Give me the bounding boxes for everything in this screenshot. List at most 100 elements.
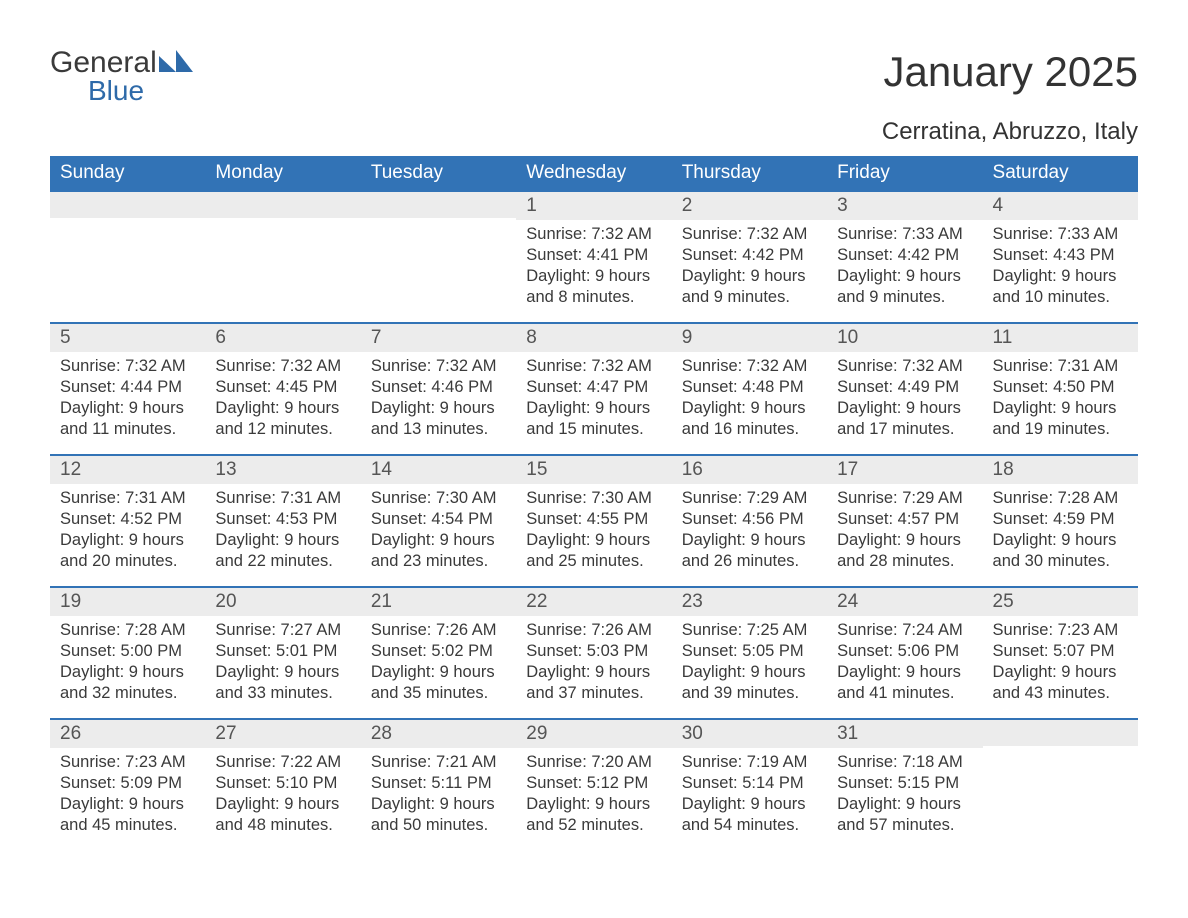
sunrise-text: Sunrise: 7:32 AM	[215, 356, 350, 377]
day-number: 12	[50, 454, 205, 484]
daylight-text: Daylight: 9 hours and 26 minutes.	[682, 530, 817, 572]
daylight-text: Daylight: 9 hours and 33 minutes.	[215, 662, 350, 704]
weekday-header: Saturday	[983, 156, 1138, 190]
sunset-text: Sunset: 4:44 PM	[60, 377, 195, 398]
calendar-day-cell: 15Sunrise: 7:30 AMSunset: 4:55 PMDayligh…	[516, 454, 671, 586]
daylight-text: Daylight: 9 hours and 23 minutes.	[371, 530, 506, 572]
daylight-text: Daylight: 9 hours and 16 minutes.	[682, 398, 817, 440]
sunset-text: Sunset: 5:15 PM	[837, 773, 972, 794]
day-details: Sunrise: 7:32 AMSunset: 4:44 PMDaylight:…	[50, 352, 205, 448]
sunrise-text: Sunrise: 7:19 AM	[682, 752, 817, 773]
sunrise-text: Sunrise: 7:32 AM	[682, 224, 817, 245]
sunrise-text: Sunrise: 7:25 AM	[682, 620, 817, 641]
day-number: 7	[361, 322, 516, 352]
daylight-text: Daylight: 9 hours and 25 minutes.	[526, 530, 661, 572]
sunset-text: Sunset: 4:53 PM	[215, 509, 350, 530]
day-number: 18	[983, 454, 1138, 484]
sunset-text: Sunset: 5:05 PM	[682, 641, 817, 662]
day-details: Sunrise: 7:32 AMSunset: 4:49 PMDaylight:…	[827, 352, 982, 448]
day-details: Sunrise: 7:30 AMSunset: 4:54 PMDaylight:…	[361, 484, 516, 580]
day-details: Sunrise: 7:23 AMSunset: 5:07 PMDaylight:…	[983, 616, 1138, 712]
sunset-text: Sunset: 4:55 PM	[526, 509, 661, 530]
day-details: Sunrise: 7:32 AMSunset: 4:46 PMDaylight:…	[361, 352, 516, 448]
calendar-header: SundayMondayTuesdayWednesdayThursdayFrid…	[50, 156, 1138, 190]
day-details: Sunrise: 7:32 AMSunset: 4:42 PMDaylight:…	[672, 220, 827, 316]
sunset-text: Sunset: 4:54 PM	[371, 509, 506, 530]
calendar-week: 12Sunrise: 7:31 AMSunset: 4:52 PMDayligh…	[50, 454, 1138, 586]
day-details: Sunrise: 7:30 AMSunset: 4:55 PMDaylight:…	[516, 484, 671, 580]
calendar-day-cell	[983, 718, 1138, 850]
sunset-text: Sunset: 5:09 PM	[60, 773, 195, 794]
sunrise-text: Sunrise: 7:29 AM	[682, 488, 817, 509]
sunrise-text: Sunrise: 7:29 AM	[837, 488, 972, 509]
daylight-text: Daylight: 9 hours and 19 minutes.	[993, 398, 1128, 440]
sunrise-text: Sunrise: 7:28 AM	[993, 488, 1128, 509]
calendar-day-cell: 29 Sunrise: 7:20 AMSunset: 5:12 PMDayligh…	[516, 718, 671, 850]
day-number: 26	[50, 718, 205, 748]
sunset-text: Sunset: 5:02 PM	[371, 641, 506, 662]
sunset-text: Sunset: 4:42 PM	[682, 245, 817, 266]
daylight-text: Daylight: 9 hours and 45 minutes.	[60, 794, 195, 836]
day-number: 5	[50, 322, 205, 352]
daylight-text: Daylight: 9 hours and 48 minutes.	[215, 794, 350, 836]
sunset-text: Sunset: 5:12 PM	[526, 773, 661, 794]
sunrise-text: Sunrise: 7:31 AM	[60, 488, 195, 509]
daylight-text: Daylight: 9 hours and 13 minutes.	[371, 398, 506, 440]
day-number: 13	[205, 454, 360, 484]
calendar-day-cell: 24Sunrise: 7:24 AMSunset: 5:06 PMDayligh…	[827, 586, 982, 718]
sunrise-text: Sunrise: 7:33 AM	[837, 224, 972, 245]
day-number: 22	[516, 586, 671, 616]
sunset-text: Sunset: 4:45 PM	[215, 377, 350, 398]
day-number: 21	[361, 586, 516, 616]
sunrise-text: Sunrise: 7:32 AM	[60, 356, 195, 377]
calendar-day-cell: 25Sunrise: 7:23 AMSunset: 5:07 PMDayligh…	[983, 586, 1138, 718]
sunrise-text: Sunrise: 7:32 AM	[526, 224, 661, 245]
day-number: 31	[827, 718, 982, 748]
sunset-text: Sunset: 5:07 PM	[993, 641, 1128, 662]
day-number: 30	[672, 718, 827, 748]
sunset-text: Sunset: 4:48 PM	[682, 377, 817, 398]
day-number	[205, 190, 360, 218]
daylight-text: Daylight: 9 hours and 39 minutes.	[682, 662, 817, 704]
sunrise-text: Sunrise: 7:24 AM	[837, 620, 972, 641]
calendar-day-cell: 26Sunrise: 7:23 AMSunset: 5:09 PMDayligh…	[50, 718, 205, 850]
calendar-week: 5Sunrise: 7:32 AMSunset: 4:44 PMDaylight…	[50, 322, 1138, 454]
sunrise-text: Sunrise: 7:32 AM	[682, 356, 817, 377]
day-number: 15	[516, 454, 671, 484]
daylight-text: Daylight: 9 hours and 54 minutes.	[682, 794, 817, 836]
day-details: Sunrise: 7:22 AMSunset: 5:10 PMDaylight:…	[205, 748, 360, 844]
calendar-day-cell: 19Sunrise: 7:28 AMSunset: 5:00 PMDayligh…	[50, 586, 205, 718]
sunrise-text: Sunrise: 7:27 AM	[215, 620, 350, 641]
calendar-day-cell: 5Sunrise: 7:32 AMSunset: 4:44 PMDaylight…	[50, 322, 205, 454]
daylight-text: Daylight: 9 hours and 43 minutes.	[993, 662, 1128, 704]
calendar-day-cell: 13Sunrise: 7:31 AMSunset: 4:53 PMDayligh…	[205, 454, 360, 586]
calendar-day-cell: 11Sunrise: 7:31 AMSunset: 4:50 PMDayligh…	[983, 322, 1138, 454]
sunset-text: Sunset: 4:42 PM	[837, 245, 972, 266]
day-details: Sunrise: 7:19 AMSunset: 5:14 PMDaylight:…	[672, 748, 827, 844]
day-details: Sunrise: 7:31 AMSunset: 4:53 PMDaylight:…	[205, 484, 360, 580]
header-row: General Blue January 2025 Cerratina, Abr…	[50, 48, 1138, 146]
sunset-text: Sunset: 5:00 PM	[60, 641, 195, 662]
calendar-day-cell: 1Sunrise: 7:32 AMSunset: 4:41 PMDaylight…	[516, 190, 671, 322]
day-number: 29	[516, 718, 671, 748]
day-details: Sunrise: 7:24 AMSunset: 5:06 PMDaylight:…	[827, 616, 982, 712]
sunrise-text: Sunrise: 7:30 AM	[371, 488, 506, 509]
day-number: 19	[50, 586, 205, 616]
calendar-day-cell: 12Sunrise: 7:31 AMSunset: 4:52 PMDayligh…	[50, 454, 205, 586]
sunset-text: Sunset: 4:47 PM	[526, 377, 661, 398]
daylight-text: Daylight: 9 hours and 10 minutes.	[993, 266, 1128, 308]
day-details: Sunrise: 7:18 AMSunset: 5:15 PMDaylight:…	[827, 748, 982, 844]
logo-text-block: General Blue	[50, 48, 193, 107]
day-details: Sunrise: 7:23 AMSunset: 5:09 PMDaylight:…	[50, 748, 205, 844]
calendar-day-cell: 10Sunrise: 7:32 AMSunset: 4:49 PMDayligh…	[827, 322, 982, 454]
sunset-text: Sunset: 4:56 PM	[682, 509, 817, 530]
sunrise-text: Sunrise: 7:26 AM	[526, 620, 661, 641]
sunrise-text: Sunrise: 7:22 AM	[215, 752, 350, 773]
daylight-text: Daylight: 9 hours and 52 minutes.	[526, 794, 661, 836]
month-title: January 2025	[882, 48, 1138, 96]
sunrise-text: Sunrise: 7:20 AM	[526, 752, 661, 773]
calendar-day-cell: 3Sunrise: 7:33 AMSunset: 4:42 PMDaylight…	[827, 190, 982, 322]
weekday-header: Friday	[827, 156, 982, 190]
daylight-text: Daylight: 9 hours and 37 minutes.	[526, 662, 661, 704]
weekday-header: Monday	[205, 156, 360, 190]
